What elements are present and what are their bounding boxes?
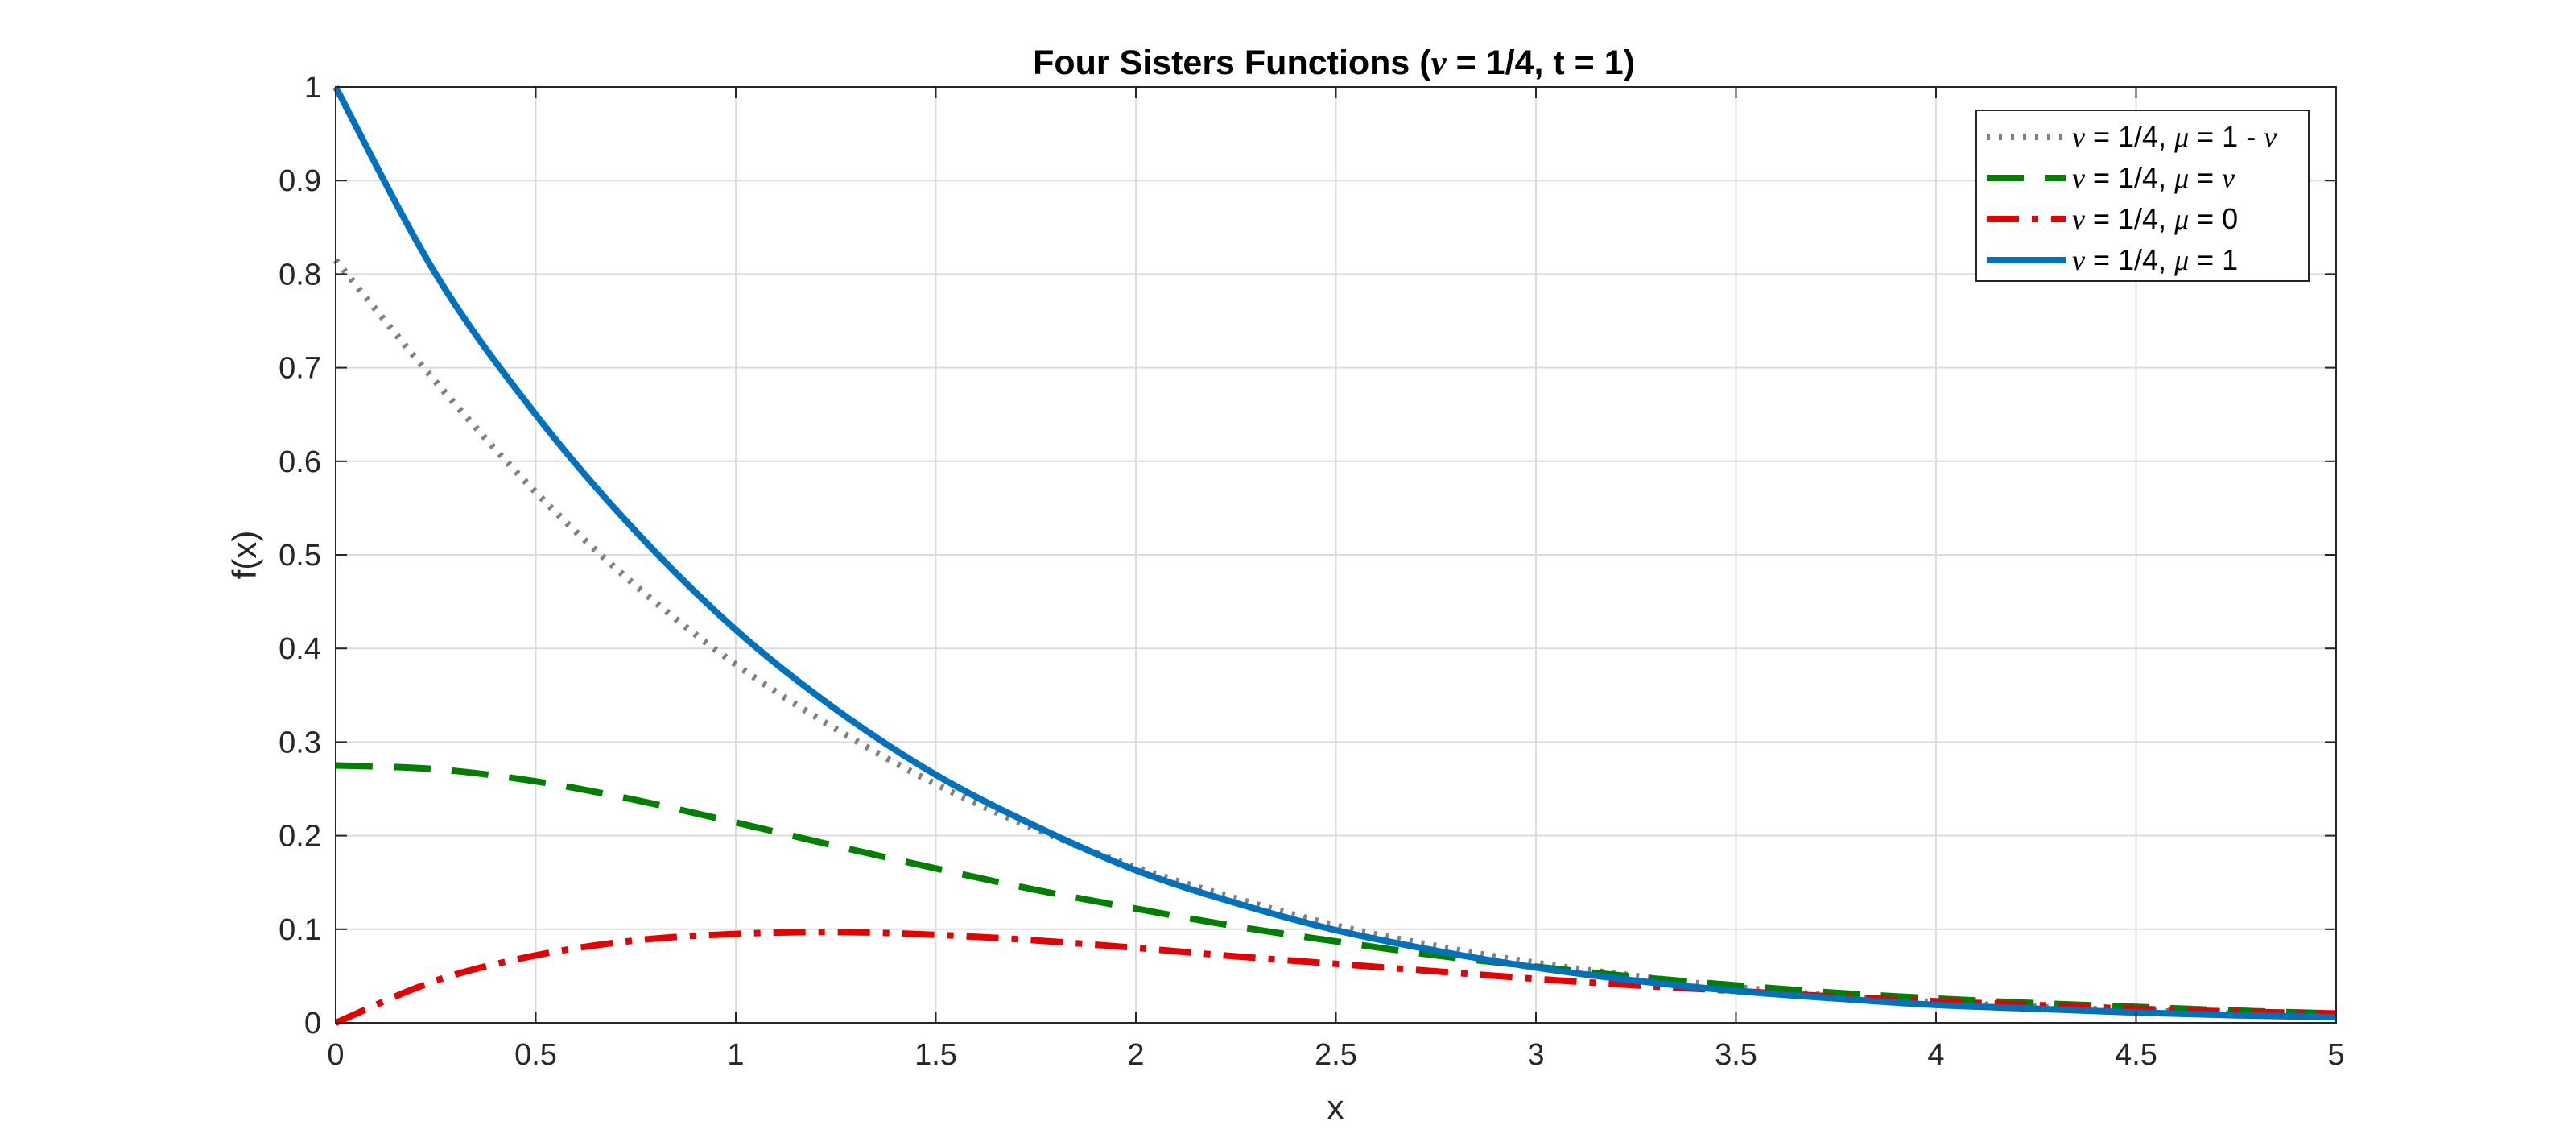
y-tick-label: 0.5 <box>279 539 321 573</box>
y-tick-label: 0.7 <box>279 352 321 386</box>
legend-entry-2: ν = 1/4, μ = ν <box>2072 161 2235 194</box>
legend-entry-1-mu: μ <box>2174 121 2189 153</box>
legend-entry-2-mu: μ <box>2174 162 2189 194</box>
chart-title: Four Sisters Functions (ν = 1/4, t = 1) <box>1033 43 1635 82</box>
legend-entry-2-nu: ν <box>2072 162 2085 194</box>
y-tick-label: 0.9 <box>279 164 321 198</box>
y-tick-label: 0.8 <box>279 258 321 292</box>
y-tick-label: 1 <box>304 71 321 105</box>
legend-entry-2-part1: = 1/4, <box>2085 161 2174 194</box>
chart-title-prefix: Four Sisters Functions ( <box>1033 43 1431 82</box>
series-line-3 <box>334 929 2337 1026</box>
x-tick-label: 3.5 <box>1715 1038 1757 1072</box>
legend-box <box>1975 110 2310 282</box>
y-tick-label: 0.6 <box>279 445 321 479</box>
legend-entry-1-nu2: ν <box>2264 121 2277 153</box>
x-tick-label: 0.5 <box>514 1038 557 1072</box>
chart-title-nu: ν <box>1431 44 1447 82</box>
legend-entry-1-nu: ν <box>2072 121 2085 153</box>
x-tick-label: 2 <box>1127 1038 1144 1072</box>
y-tick-label: 0.3 <box>279 726 321 759</box>
legend-entry-2-part2: = <box>2189 161 2222 194</box>
legend-entry-2-nu2: ν <box>2222 162 2235 194</box>
x-tick-label: 0 <box>327 1038 344 1072</box>
series-group <box>332 85 2337 1026</box>
x-tick-label: 3 <box>1527 1038 1544 1072</box>
ticks: 0 0.5 1 1.5 2 2.5 3 3.5 4 4.5 5 0 0.1 0.2 0.3 0.4 0.5 0.6… <box>279 71 2344 1072</box>
legend-entry-3-mu: μ <box>2174 203 2189 235</box>
legend-entry-1: ν = 1/4, μ = 1 - ν <box>2072 120 2277 153</box>
legend: ν = 1/4, μ = 1 - νν = 1/4, μ = νν = 1/4,… <box>1975 110 2310 282</box>
x-axis-label: x <box>1327 1088 1344 1126</box>
y-axis-label: f(x) <box>225 531 263 580</box>
x-tick-label: 2.5 <box>1315 1038 1357 1072</box>
x-tick-label: 1 <box>727 1038 744 1072</box>
series-line-4 <box>332 85 2337 1020</box>
legend-entry-3-nu: ν <box>2072 203 2085 235</box>
legend-entry-3: ν = 1/4, μ = 0 <box>2072 202 2238 235</box>
legend-entry-4-part1: = 1/4, <box>2085 243 2174 276</box>
legend-entry-3-part1: = 1/4, <box>2085 202 2174 235</box>
y-tick-label: 0.4 <box>279 632 321 666</box>
y-tick-label: 0.1 <box>279 913 321 947</box>
chart-title-suffix: = 1/4, t = 1) <box>1447 43 1635 82</box>
y-tick-label: 0 <box>304 1007 321 1041</box>
legend-entry-4-nu: ν <box>2072 244 2085 276</box>
legend-entry-1-part1: = 1/4, <box>2085 120 2174 153</box>
legend-entry-1-part2: = 1 - <box>2189 120 2264 153</box>
legend-entry-4: ν = 1/4, μ = 1 <box>2072 243 2238 276</box>
x-tick-label: 5 <box>2327 1038 2344 1072</box>
legend-entry-4-mu: μ <box>2174 244 2189 276</box>
x-tick-label: 4.5 <box>2115 1038 2157 1072</box>
legend-entry-4-part2: = 1 <box>2189 243 2238 276</box>
x-tick-label: 1.5 <box>914 1038 957 1072</box>
x-tick-label: 4 <box>1927 1038 1944 1072</box>
y-tick-label: 0.2 <box>279 820 321 854</box>
legend-entry-3-part2: = 0 <box>2189 202 2238 235</box>
